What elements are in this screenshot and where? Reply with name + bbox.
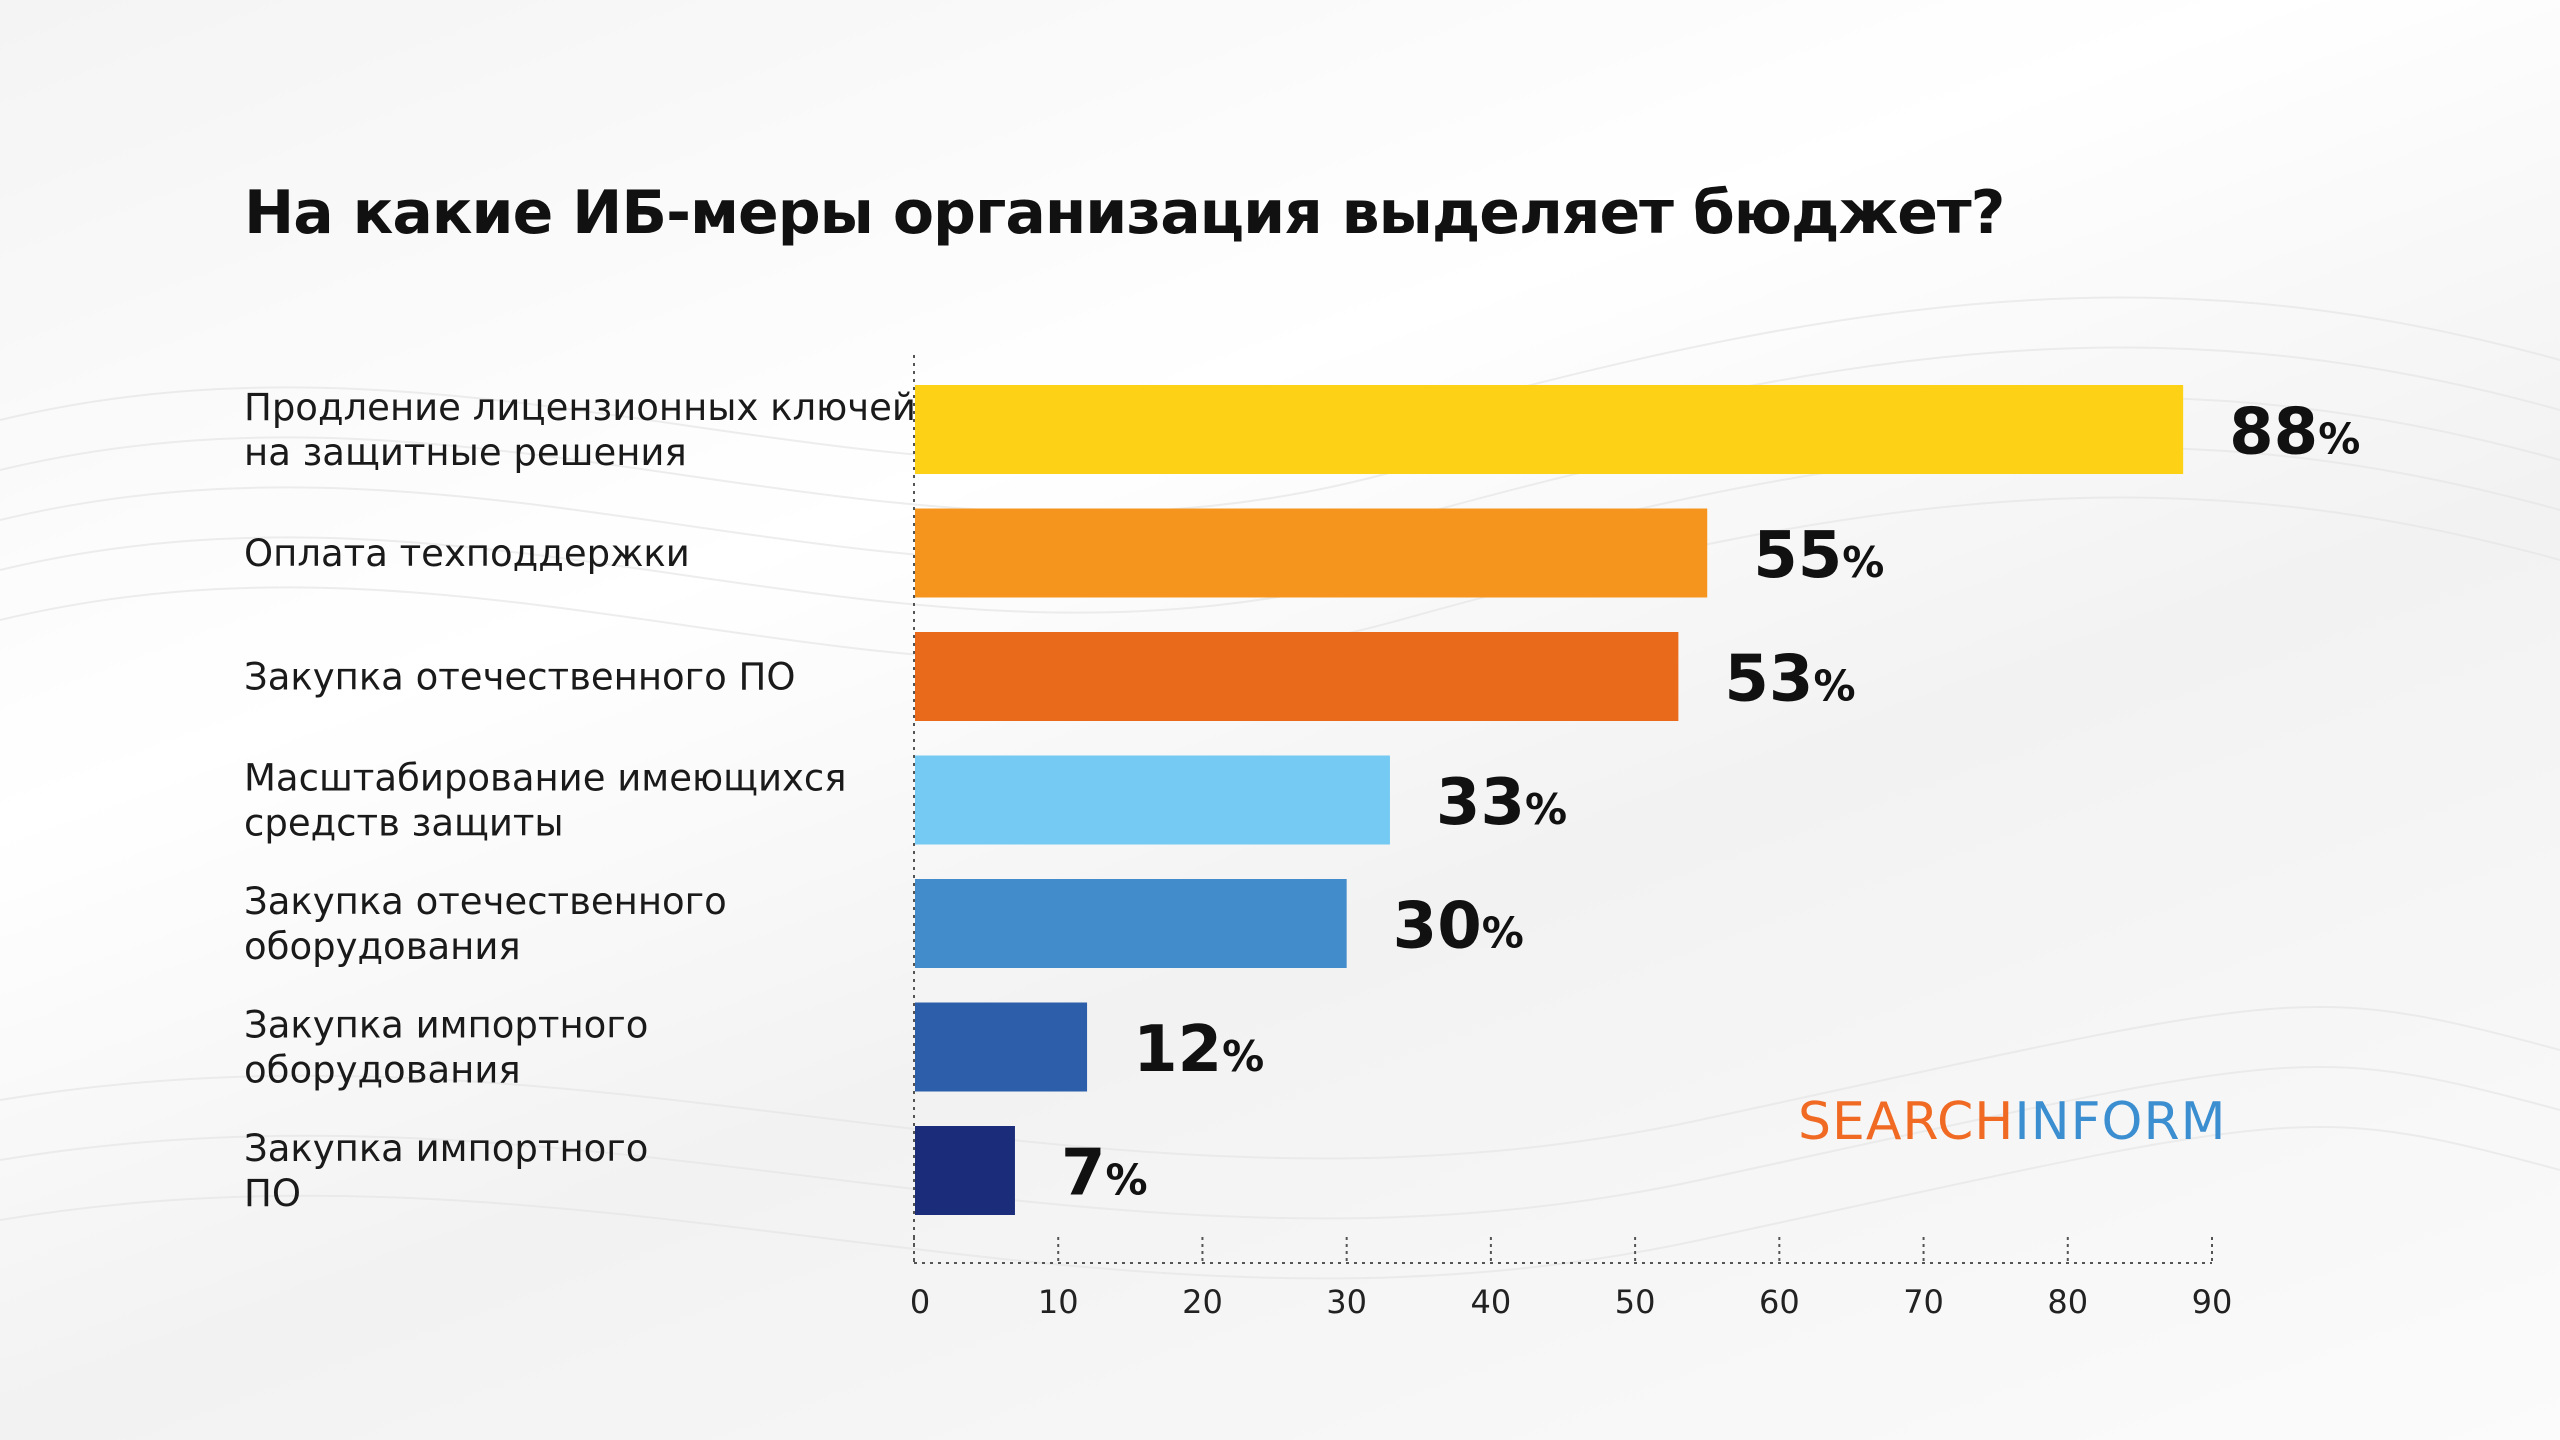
x-tick-label: 30 <box>1326 1283 1367 1321</box>
value-label: 53% <box>1724 643 1855 717</box>
bar <box>915 508 1708 598</box>
value-label: 88% <box>2229 396 2360 470</box>
bar <box>915 385 2184 474</box>
value-label: 30% <box>1393 890 1524 964</box>
bar <box>915 1126 1015 1215</box>
logo-part-search: SEARCH <box>1798 1092 2015 1152</box>
logo-part-inform: INFORM <box>2014 1092 2227 1152</box>
x-tick-label: 60 <box>1759 1283 1800 1321</box>
value-suffix: % <box>1105 1156 1147 1205</box>
category-label: Продление лицензионных ключей <box>244 386 916 429</box>
bar <box>915 632 1679 721</box>
category-label: ПО <box>244 1172 301 1215</box>
value-suffix: % <box>1842 538 1884 587</box>
value-suffix: % <box>1482 909 1524 958</box>
category-label: средств защиты <box>244 802 564 845</box>
value-label: 55% <box>1753 519 1884 593</box>
x-tick-label: 10 <box>1038 1283 1079 1321</box>
value-label: 12% <box>1133 1013 1264 1087</box>
category-label: Закупка отечественного <box>244 880 727 923</box>
value-suffix: % <box>1525 785 1567 834</box>
category-label: на защитные решения <box>244 431 687 474</box>
category-label: Закупка импортного <box>244 1004 648 1047</box>
bar <box>915 879 1347 968</box>
x-tick-label: 90 <box>2192 1283 2233 1321</box>
category-label: Закупка импортного <box>244 1127 648 1170</box>
category-label: Закупка отечественного ПО <box>244 656 795 699</box>
category-label: Оплата техподдержки <box>244 532 690 575</box>
category-label: оборудования <box>244 1049 521 1092</box>
x-tick-label: 0 <box>910 1283 930 1321</box>
bar <box>915 1002 1088 1092</box>
x-tick-label: 40 <box>1471 1283 1512 1321</box>
value-label: 7% <box>1061 1137 1148 1211</box>
category-label: Масштабирование имеющихся <box>244 757 847 800</box>
x-tick-label: 70 <box>1903 1283 1944 1321</box>
value-suffix: % <box>1222 1032 1264 1081</box>
value-suffix: % <box>2318 415 2360 464</box>
searchinform-logo: SEARCHINFORM <box>1798 1092 2226 1152</box>
x-tick-label: 80 <box>2047 1283 2088 1321</box>
x-tick-label: 50 <box>1615 1283 1656 1321</box>
category-label: оборудования <box>244 925 521 968</box>
x-tick-label: 20 <box>1182 1283 1223 1321</box>
bar <box>915 755 1390 845</box>
chart-title: На какие ИБ-меры организация выделяет бю… <box>244 178 2005 248</box>
value-label: 33% <box>1436 766 1567 840</box>
value-suffix: % <box>1813 662 1855 711</box>
